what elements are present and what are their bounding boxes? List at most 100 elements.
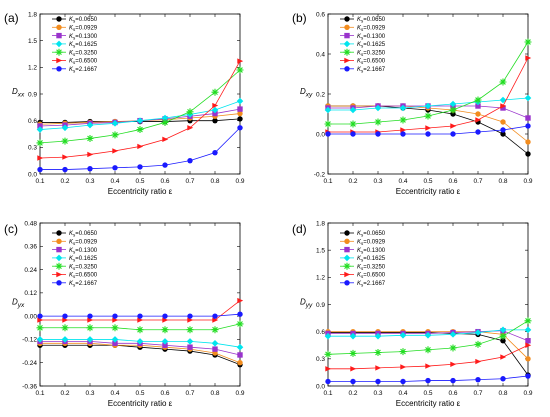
legend-label-sub: s xyxy=(73,258,76,263)
legend-label: Ks=0.1300 xyxy=(357,248,386,255)
data-point xyxy=(350,366,357,372)
legend-label-value: =0.1625 xyxy=(363,256,386,262)
data-point xyxy=(61,336,69,343)
data-point xyxy=(500,376,506,382)
legend-label-k: K xyxy=(69,281,74,287)
y-tick-label: 1.2 xyxy=(28,65,37,72)
data-point xyxy=(87,165,93,172)
legend-label-sub: s xyxy=(361,44,364,49)
legend-label-k: K xyxy=(357,273,362,279)
legend-marker xyxy=(343,262,351,270)
legend-label-value: =0.0650 xyxy=(363,231,386,237)
data-point xyxy=(374,118,382,126)
data-point xyxy=(349,106,357,114)
x-tick-label: 0.9 xyxy=(523,390,532,397)
data-point xyxy=(111,120,119,127)
x-tick-label: 0.3 xyxy=(85,390,94,397)
legend-marker xyxy=(56,57,63,64)
data-point xyxy=(236,320,244,328)
data-point xyxy=(137,317,144,323)
data-point xyxy=(161,114,169,122)
x-tick-label: 0.2 xyxy=(348,178,357,185)
data-point xyxy=(37,123,43,129)
data-point xyxy=(211,88,219,96)
legend-label-k: K xyxy=(69,17,74,23)
data-point xyxy=(475,111,481,117)
y-tick-label: 0.0 xyxy=(316,131,325,138)
legend-marker xyxy=(344,57,351,64)
data-point xyxy=(86,336,94,343)
y-tick-label: 1.8 xyxy=(316,220,325,227)
legend-marker xyxy=(343,40,351,48)
data-point xyxy=(499,326,507,334)
legend-label-k: K xyxy=(357,256,362,262)
data-point xyxy=(499,96,507,104)
legend-label-k: K xyxy=(69,50,74,56)
data-point xyxy=(500,119,506,125)
data-point xyxy=(212,117,218,124)
legend-label: Ks=0.1300 xyxy=(357,34,386,41)
legend-label: Ks=0.0929 xyxy=(69,240,98,247)
legend-label: Ks=2.1667 xyxy=(69,281,98,288)
data-point xyxy=(237,297,244,304)
data-point xyxy=(36,324,44,332)
series-line xyxy=(39,100,241,130)
x-axis-title: Eccentricity ratio ε xyxy=(108,399,173,408)
y-axis-title: Dxx xyxy=(12,87,25,99)
data-point xyxy=(399,348,407,356)
data-point xyxy=(424,112,432,120)
data-point xyxy=(450,377,456,384)
legend-label: Ks=0.3250 xyxy=(69,50,98,57)
legend-label-k: K xyxy=(69,34,74,40)
data-point xyxy=(212,313,218,319)
legend-label: Ks=2.1667 xyxy=(69,67,98,74)
legend-label-value: =0.0650 xyxy=(75,231,98,237)
y-tick-label: 0.9 xyxy=(316,302,325,309)
data-point xyxy=(37,317,44,323)
y-tick-label: -0.2 xyxy=(314,171,326,178)
data-point xyxy=(525,139,531,145)
data-point xyxy=(324,120,332,128)
data-point xyxy=(425,363,432,369)
legend-label: Ks=2.1667 xyxy=(357,67,386,74)
data-point xyxy=(111,131,119,139)
data-point xyxy=(61,124,69,132)
y-axis-title-subscript: xx xyxy=(17,92,25,99)
legend-marker xyxy=(344,271,351,278)
legend-label-sub: s xyxy=(361,35,364,40)
legend-label-k: K xyxy=(357,17,362,23)
x-tick-label: 0.8 xyxy=(210,390,219,397)
data-point xyxy=(500,131,506,137)
chart-panel-1: 0.1 0.2 0.3 0.4 0.5 0.6 0.7 0.8 0.9 0.0 0.3 0.6 0.9 1… xyxy=(4,11,245,196)
data-point xyxy=(424,331,432,339)
x-tick-label: 0.2 xyxy=(60,390,69,397)
y-tick-label: 0.24 xyxy=(24,267,37,274)
x-tick-label: 0.5 xyxy=(423,178,432,185)
data-point xyxy=(237,352,243,358)
legend-label-k: K xyxy=(69,26,74,32)
data-point xyxy=(62,317,69,323)
legend-label-value: =0.1300 xyxy=(75,248,98,254)
y-tick-label: 1.5 xyxy=(28,38,37,45)
legend-marker xyxy=(343,254,351,262)
data-point xyxy=(137,143,144,150)
legend-label-value: =2.1667 xyxy=(363,281,386,287)
x-tick-label: 0.8 xyxy=(498,390,507,397)
legend-label-k: K xyxy=(69,231,74,237)
data-point xyxy=(62,313,68,319)
legend-label-value: =2.1667 xyxy=(75,67,98,73)
legend-label: Ks=2.1667 xyxy=(357,281,386,288)
legend-label-value: =0.1625 xyxy=(363,42,386,48)
data-point xyxy=(237,116,243,122)
data-point xyxy=(399,331,407,339)
data-point xyxy=(36,336,44,343)
data-point xyxy=(211,326,219,334)
x-axis-title: Eccentricity ratio ε xyxy=(396,187,461,196)
legend-label-k: K xyxy=(357,264,362,270)
legend-label: Ks=0.3250 xyxy=(69,264,98,271)
legend-label-k: K xyxy=(69,264,74,270)
data-point xyxy=(525,338,531,344)
legend-label-value: =0.0650 xyxy=(75,17,98,23)
legend-label-value: =0.1625 xyxy=(75,256,98,262)
legend-label-k: K xyxy=(357,26,362,32)
